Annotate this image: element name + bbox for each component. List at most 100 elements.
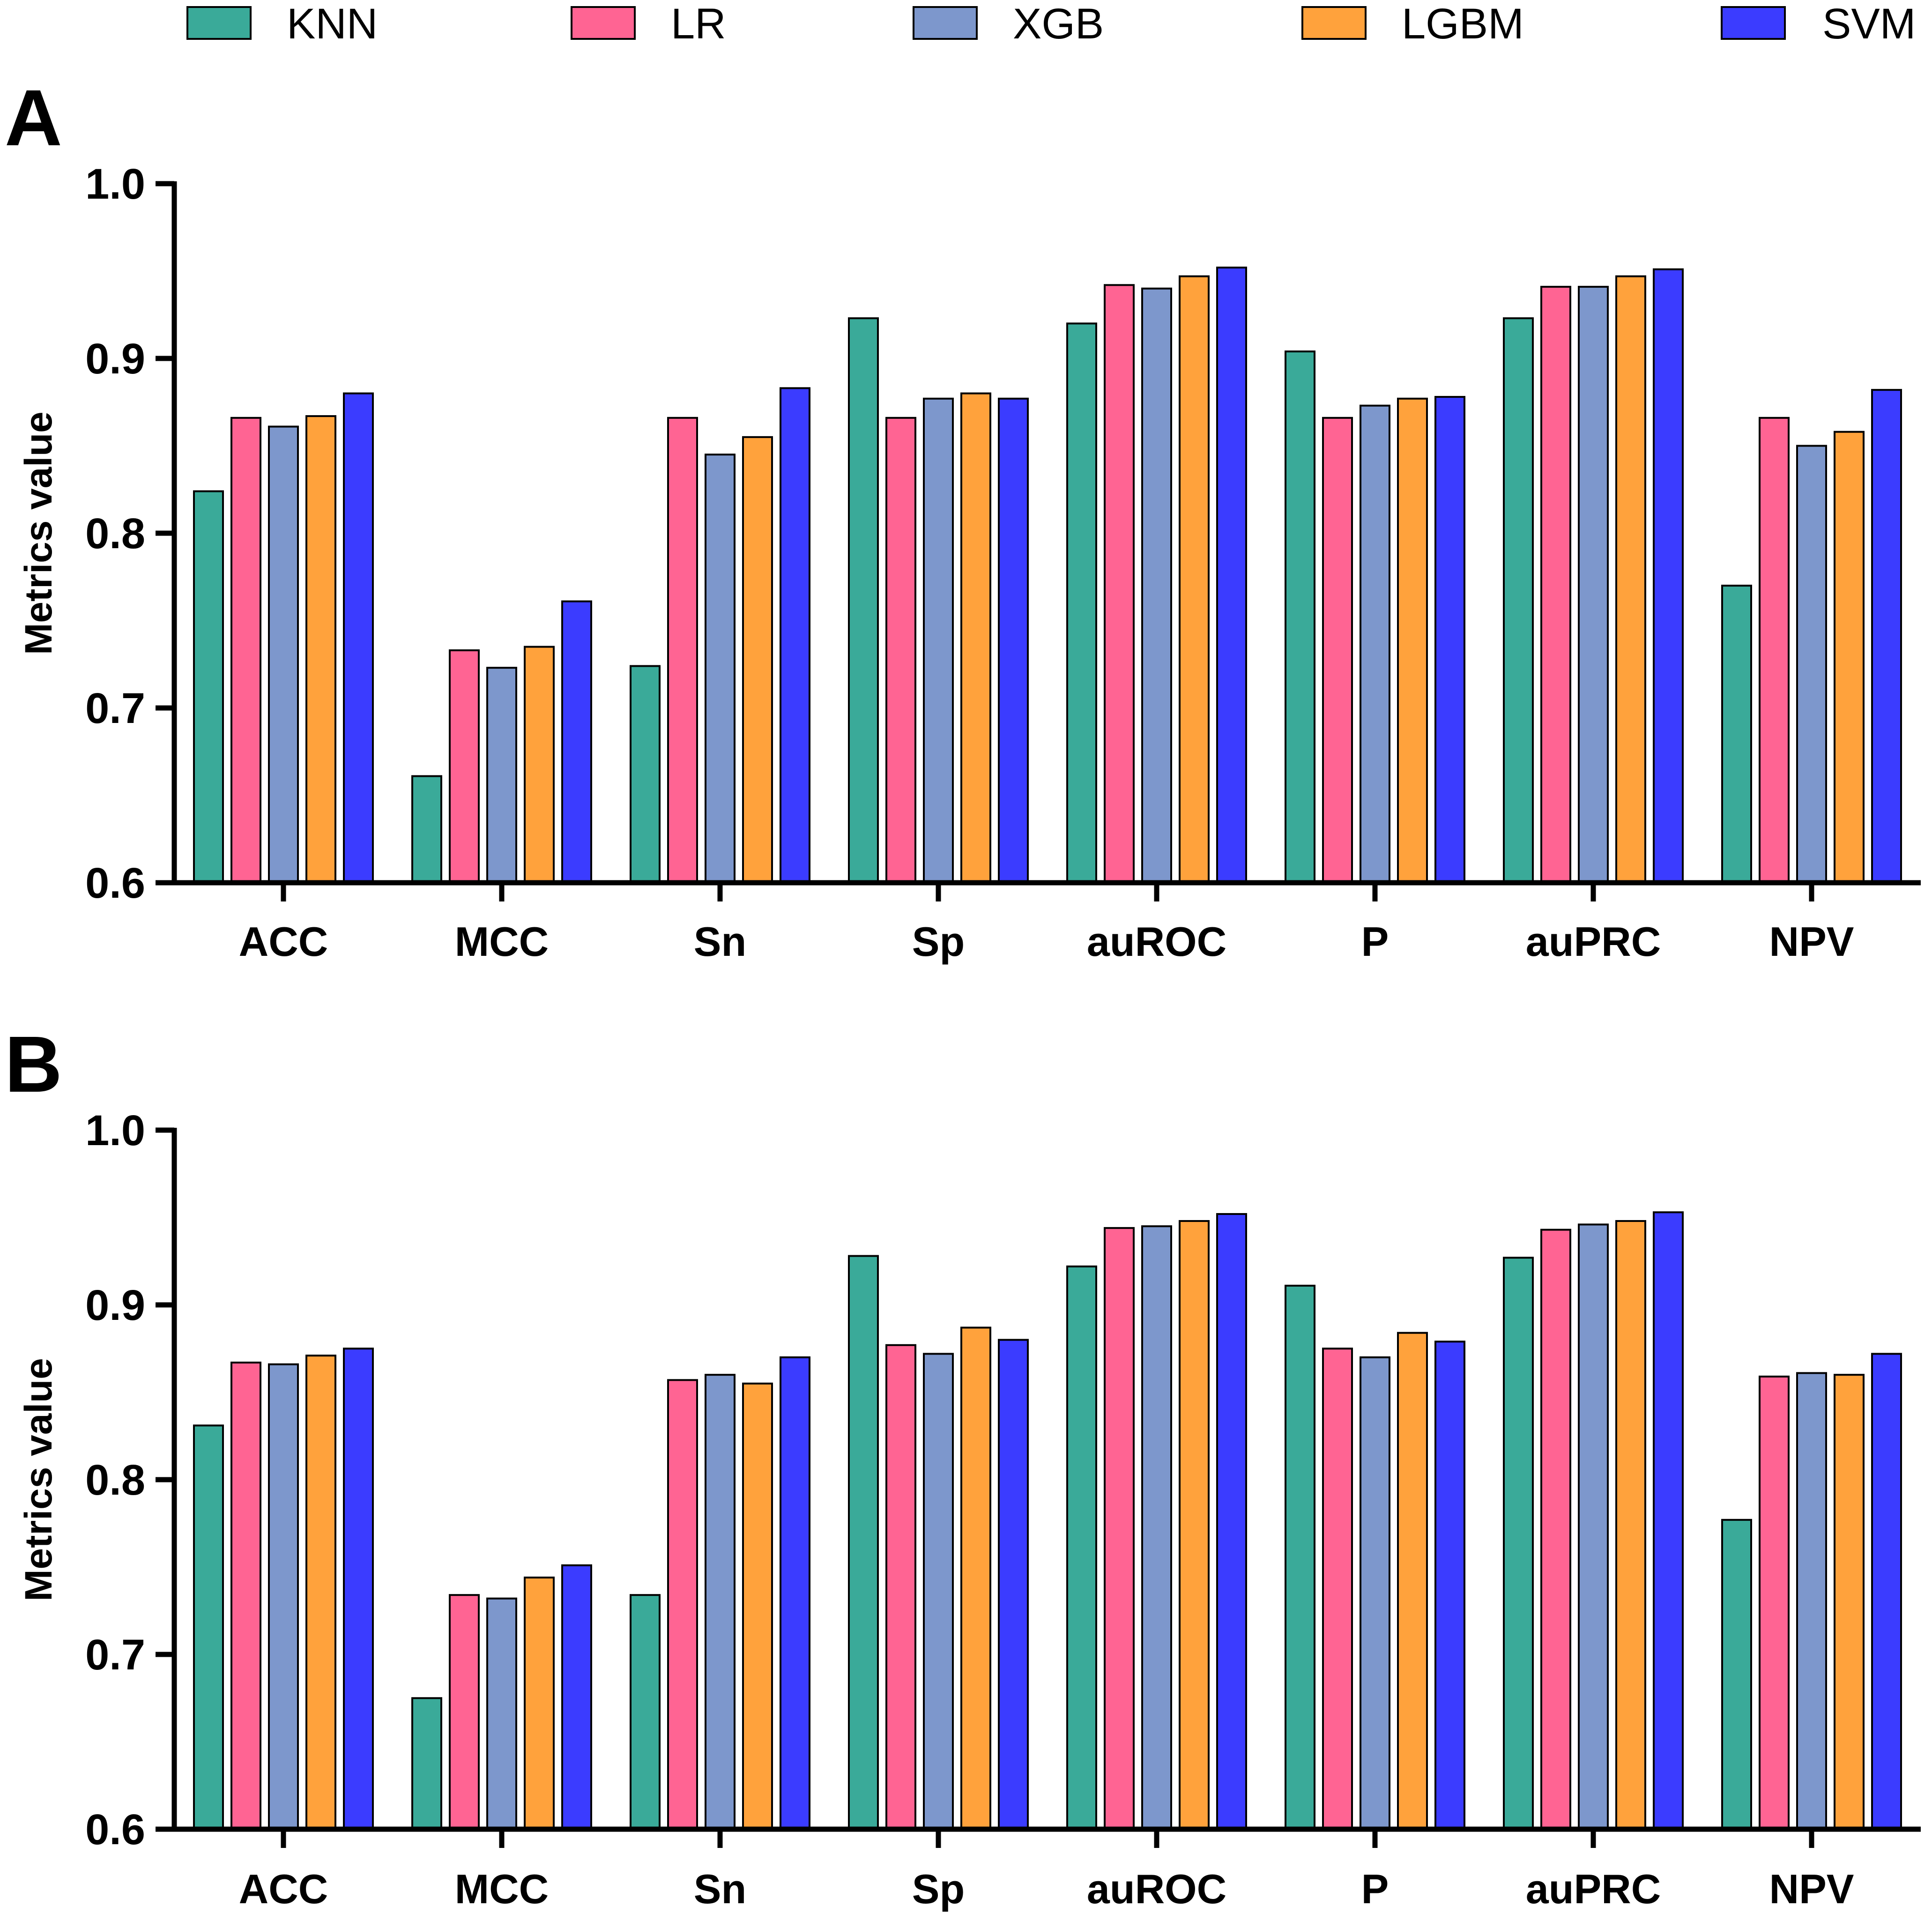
bar-xgb-acc (268, 425, 299, 884)
bar-xgb-npv (1796, 445, 1827, 884)
bar-xgb-mcc (486, 1597, 517, 1830)
bar-lr-auprc (1540, 286, 1571, 884)
bar-xgb-p (1360, 1356, 1390, 1830)
bar-lgbm-mcc (524, 1576, 555, 1830)
x-tick-label-sp: Sp (912, 1866, 965, 1912)
bar-xgb-sn (705, 1374, 736, 1830)
bar-lr-p (1322, 417, 1353, 884)
bar-knn-auprc (1503, 1257, 1534, 1830)
bar-svm-acc (343, 392, 374, 884)
x-tick-label-sn: Sn (694, 918, 746, 965)
panel-label: B (5, 1020, 62, 1109)
bar-lgbm-sn (742, 1382, 773, 1831)
x-tick-label-mcc: MCC (455, 1866, 549, 1912)
legend-swatch-knn (186, 6, 252, 40)
bar-lgbm-acc (305, 1355, 336, 1830)
panel-label: A (5, 74, 62, 163)
bar-xgb-auprc (1578, 286, 1609, 884)
bar-svm-npv (1871, 1353, 1902, 1830)
x-tick-label-sp: Sp (912, 918, 965, 965)
bar-lgbm-mcc (524, 646, 555, 884)
legend-label-lgbm: LGBM (1402, 0, 1524, 48)
bar-knn-sn (630, 1594, 661, 1830)
x-tick-label-mcc: MCC (455, 918, 549, 965)
x-tick-label-auprc: auPRC (1526, 1866, 1661, 1912)
bar-xgb-sn (705, 454, 736, 884)
bar-lr-npv (1759, 1375, 1790, 1830)
x-tick-label-p: P (1361, 1866, 1389, 1912)
bar-lgbm-auprc (1615, 1220, 1646, 1830)
bar-lr-p (1322, 1348, 1353, 1830)
bar-lgbm-sp (960, 1326, 991, 1830)
bar-lgbm-sp (960, 392, 991, 884)
y-tick-label: 0.9 (85, 335, 145, 383)
bar-lgbm-auprc (1615, 275, 1646, 884)
bar-knn-mcc (411, 1697, 442, 1830)
bar-lgbm-p (1397, 397, 1428, 884)
bar-knn-sn (630, 665, 661, 884)
bar-knn-npv (1721, 584, 1752, 884)
legend-swatch-xgb (913, 6, 978, 40)
y-tick-label: 0.6 (85, 1806, 145, 1854)
bar-lr-acc (230, 417, 261, 884)
bar-xgb-auroc (1141, 287, 1172, 884)
panel-b: B Metrics value 0.6 0.7 0.8 0.9 1.0 ACC MCC Sn Sp a… (5, 1020, 1921, 1912)
bar-xgb-mcc (486, 667, 517, 884)
legend: KNN LR XGB LGBM SVM (186, 0, 1916, 48)
bar-lr-npv (1759, 417, 1790, 884)
legend-label-svm: SVM (1822, 0, 1916, 48)
y-tick-label: 1.0 (85, 1107, 145, 1154)
x-tick-label-auroc: auROC (1087, 1866, 1226, 1912)
bar-svm-npv (1871, 389, 1902, 884)
bar-lgbm-auroc (1179, 1220, 1210, 1830)
bar-knn-acc (193, 490, 224, 884)
bar-xgb-sp (923, 397, 954, 884)
x-tick-label-auroc: auROC (1087, 918, 1226, 965)
y-axis-title: Metrics value (17, 411, 60, 655)
bar-knn-p (1285, 1284, 1315, 1830)
bar-knn-npv (1721, 1519, 1752, 1831)
bar-xgb-acc (268, 1363, 299, 1831)
x-tick-label-acc: ACC (239, 918, 328, 965)
bar-svm-acc (343, 1348, 374, 1830)
bar-xgb-auroc (1141, 1225, 1172, 1830)
bar-svm-auroc (1216, 1213, 1247, 1830)
x-tick-label-p: P (1361, 918, 1389, 965)
bar-lgbm-auroc (1179, 275, 1210, 884)
bar-lgbm-sn (742, 436, 773, 884)
bar-lgbm-acc (305, 415, 336, 884)
bar-lr-sn (667, 417, 698, 884)
x-tick-label-auprc: auPRC (1526, 918, 1661, 965)
panel-a: A Metrics value 0.6 0.7 0.8 0.9 1.0 ACC MCC Sn Sp a… (5, 74, 1921, 965)
bar-knn-sp (848, 1255, 879, 1830)
bar-lr-mcc (449, 1594, 480, 1830)
x-tick-label-npv: NPV (1769, 1866, 1854, 1912)
bar-svm-mcc (561, 1564, 592, 1830)
bar-svm-mcc (561, 600, 592, 884)
x-tick-label-acc: ACC (239, 1866, 328, 1912)
bar-lr-auroc (1104, 1227, 1135, 1830)
legend-label-lr: LR (671, 0, 726, 48)
y-tick-label: 0.8 (85, 1456, 145, 1504)
bar-lgbm-npv (1834, 1374, 1865, 1830)
bar-knn-auroc (1066, 1265, 1097, 1830)
y-tick-label: 0.8 (85, 510, 145, 558)
y-tick-label: 0.7 (85, 1631, 145, 1679)
bar-svm-sp (998, 1339, 1029, 1831)
legend-swatch-lr (571, 6, 636, 40)
bar-lr-sp (885, 417, 916, 884)
bar-svm-auroc (1216, 267, 1247, 884)
legend-swatch-lgbm (1301, 6, 1367, 40)
legend-swatch-svm (1721, 6, 1786, 40)
bar-svm-sn (780, 1356, 810, 1830)
bar-knn-acc (193, 1424, 224, 1831)
bar-knn-auprc (1503, 317, 1534, 884)
bar-xgb-npv (1796, 1372, 1827, 1830)
y-tick-label: 0.9 (85, 1281, 145, 1329)
x-tick-label-sn: Sn (694, 1866, 746, 1912)
bar-lr-acc (230, 1362, 261, 1831)
bar-svm-p (1434, 1341, 1465, 1831)
bar-knn-mcc (411, 775, 442, 884)
bar-svm-auprc (1653, 268, 1684, 884)
